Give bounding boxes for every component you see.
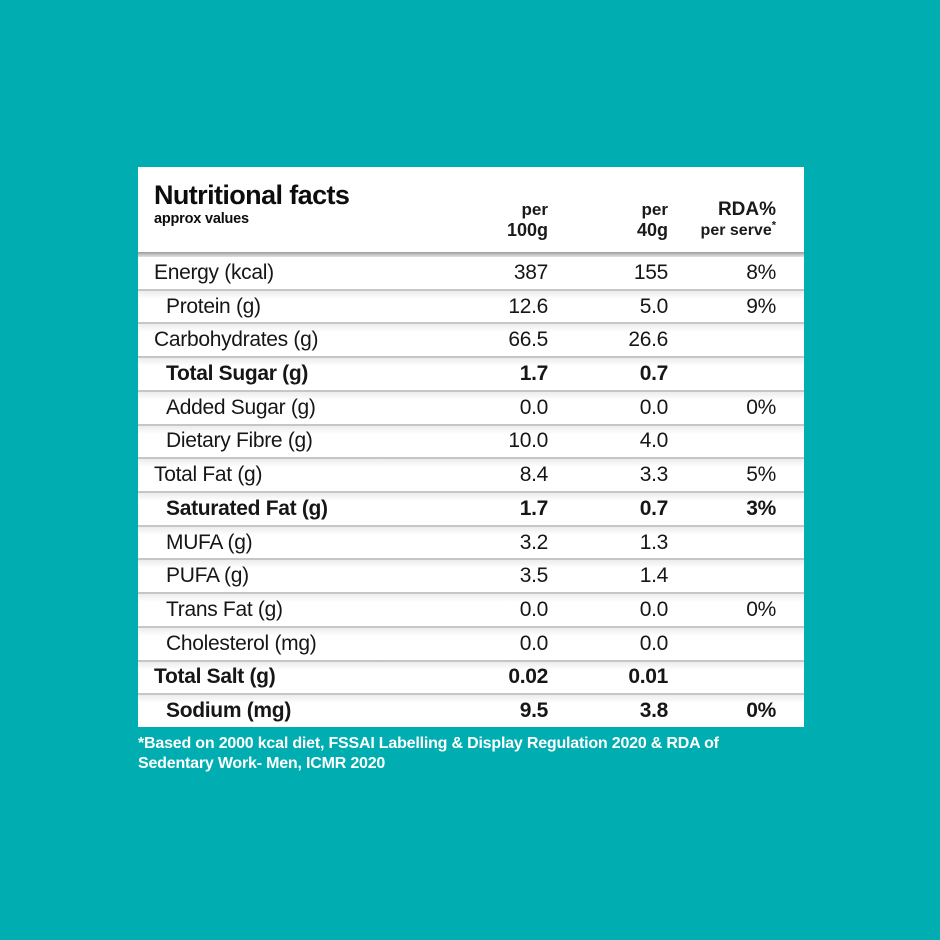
row-value-per-40g: 0.01	[628, 665, 668, 689]
row-value-rda: 8%	[746, 260, 776, 284]
row-value-rda: 0%	[746, 395, 776, 419]
table-row: Energy (kcal) 387 155 8%	[138, 257, 804, 289]
row-label: Protein (g)	[166, 294, 261, 318]
row-value-per-100g: 0.02	[508, 665, 548, 689]
row-value-per-40g: 5.0	[639, 294, 669, 318]
footnote: *Based on 2000 kcal diet, FSSAI Labellin…	[138, 734, 798, 774]
table-row: Trans Fat (g) 0.0 0.0 0%	[138, 592, 804, 626]
row-label: MUFA (g)	[166, 530, 253, 554]
row-label: PUFA (g)	[166, 564, 249, 588]
row-label: Carbohydrates (g)	[154, 328, 319, 352]
row-value-per-40g: 1.4	[639, 564, 669, 588]
row-label: Total Sugar (g)	[166, 362, 309, 386]
table-row: PUFA (g) 3.5 1.4	[138, 558, 804, 593]
footnote-reference-asterisk: *	[771, 219, 776, 232]
table-header: Nutritional facts approx values per 100g…	[138, 167, 804, 252]
title-block: Nutritional facts approx values	[138, 167, 430, 227]
row-value-per-100g: 3.2	[519, 530, 549, 554]
row-value-per-40g: 4.0	[639, 429, 669, 453]
row-value-per-100g: 8.4	[519, 463, 549, 487]
row-value-per-40g: 0.0	[639, 631, 669, 655]
subtitle-approx-values: approx values	[154, 211, 249, 227]
footnote-line-1: *Based on 2000 kcal diet, FSSAI Labellin…	[138, 735, 719, 752]
row-value-rda: 5%	[746, 463, 776, 487]
row-value-per-100g: 12.6	[508, 294, 548, 318]
row-value-per-100g: 0.0	[519, 631, 549, 655]
row-label: Saturated Fat (g)	[166, 496, 328, 520]
row-value-rda: 0%	[746, 598, 776, 622]
row-label: Sodium (mg)	[166, 699, 292, 723]
row-value-per-40g: 0.0	[639, 395, 669, 419]
row-value-per-40g: 3.8	[639, 699, 669, 723]
nutrition-facts-card: Nutritional facts approx values per 100g…	[138, 167, 804, 728]
row-label: Trans Fat (g)	[166, 598, 283, 622]
table-row: Carbohydrates (g) 66.5 26.6	[138, 322, 804, 357]
column-header-rda-per-serve: RDA% per serve*	[700, 199, 776, 239]
header-divider	[138, 252, 804, 257]
row-value-per-40g: 155	[633, 260, 668, 284]
page-title: Nutritional facts	[154, 180, 350, 210]
column-header-per-40g: per 40g	[636, 200, 668, 240]
row-value-per-100g: 3.5	[519, 564, 549, 588]
table-row: Protein (g) 12.6 5.0 9%	[138, 288, 804, 323]
table-row: MUFA (g) 3.2 1.3	[138, 524, 804, 559]
table-row: Total Sugar (g) 1.7 0.7	[138, 356, 804, 390]
row-value-rda: 0%	[746, 699, 776, 723]
row-value-per-100g: 9.5	[519, 699, 549, 723]
row-value-per-100g: 0.0	[519, 598, 549, 622]
nutrition-table: Energy (kcal) 387 155 8% Protein (g) 12.6 5.0 9…	[138, 257, 804, 728]
row-value-per-100g: 66.5	[508, 328, 548, 352]
footnote-line-2: Sedentary Work- Men, ICMR 2020	[138, 755, 386, 772]
row-value-per-40g: 1.3	[639, 530, 669, 554]
row-label: Total Fat (g)	[154, 463, 263, 487]
row-value-per-40g: 0.7	[639, 496, 669, 520]
row-label: Added Sugar (g)	[166, 395, 316, 419]
row-value-per-100g: 387	[513, 260, 548, 284]
table-row: Cholesterol (mg) 0.0 0.0	[138, 625, 804, 660]
row-value-per-100g: 1.7	[519, 496, 549, 520]
row-value-per-40g: 3.3	[639, 463, 669, 487]
row-value-per-40g: 26.6	[628, 328, 668, 352]
row-label: Energy (kcal)	[154, 260, 274, 284]
row-value-rda: 9%	[746, 294, 776, 318]
row-value-per-100g: 10.0	[508, 429, 548, 453]
row-value-rda: 3%	[746, 496, 776, 520]
table-row: Total Fat (g) 8.4 3.3 5%	[138, 457, 804, 492]
row-value-per-100g: 0.0	[519, 395, 549, 419]
row-value-per-40g: 0.7	[639, 362, 669, 386]
row-value-per-40g: 0.0	[639, 598, 669, 622]
table-row: Total Salt (g) 0.02 0.01	[138, 659, 804, 694]
row-label: Cholesterol (mg)	[166, 631, 317, 655]
table-row: Saturated Fat (g) 1.7 0.7 3%	[138, 491, 804, 525]
row-label: Total Salt (g)	[154, 665, 276, 689]
row-label: Dietary Fibre (g)	[166, 429, 313, 453]
row-value-per-100g: 1.7	[519, 362, 549, 386]
table-row: Dietary Fibre (g) 10.0 4.0	[138, 423, 804, 458]
table-row: Sodium (mg) 9.5 3.8 0%	[138, 693, 804, 728]
column-header-per-100g: per 100g	[506, 200, 548, 240]
table-row: Added Sugar (g) 0.0 0.0 0%	[138, 389, 804, 424]
